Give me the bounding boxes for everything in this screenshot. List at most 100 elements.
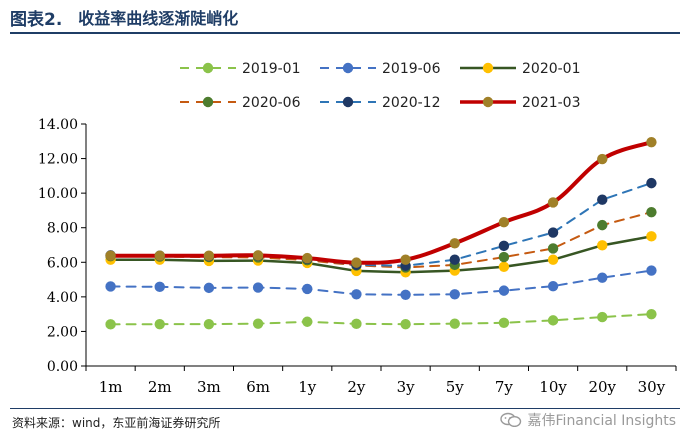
series-point — [597, 194, 608, 205]
legend-label: 2021-03 — [522, 95, 581, 111]
watermark-text: 嘉伟Financial Insights — [527, 413, 676, 429]
legend-item: 2020-12 — [320, 95, 441, 111]
legend-label: 2020-06 — [242, 95, 301, 111]
figure-header: 图表2. 收益率曲线逐渐陡峭化 — [10, 4, 238, 30]
legend-marker — [202, 96, 214, 108]
series-line — [108, 140, 654, 265]
series-point — [547, 254, 559, 265]
x-tick-label: 5y — [446, 378, 465, 396]
series-point — [547, 243, 559, 254]
series-point — [400, 318, 411, 330]
legend-marker — [482, 96, 494, 108]
legend-item: 2021-03 — [460, 95, 581, 111]
x-tick-label: 6m — [246, 378, 270, 396]
series-2021-03 — [105, 136, 657, 268]
series-point — [449, 254, 460, 265]
series-point — [498, 317, 510, 328]
series-point — [646, 308, 657, 320]
series-line — [109, 211, 653, 269]
series-point — [646, 177, 657, 189]
figure-label: 图表2. — [10, 9, 63, 30]
series-point — [105, 250, 116, 261]
series-line — [109, 182, 653, 267]
y-tick-label: 12.00 — [38, 152, 78, 168]
y-tick-label: 4.00 — [47, 290, 78, 306]
series-point — [646, 136, 657, 148]
series-point — [498, 251, 510, 263]
series-point — [547, 280, 559, 292]
series-point — [351, 318, 362, 330]
series-point — [400, 254, 411, 265]
legend-item: 2020-06 — [180, 95, 301, 111]
series-point — [449, 238, 460, 249]
legend-item: 2020-01 — [460, 61, 581, 77]
footer-rule — [10, 408, 680, 409]
series-point — [449, 289, 460, 300]
watermark: 嘉伟Financial Insights — [499, 410, 676, 430]
header-rule — [10, 32, 680, 34]
series-point — [302, 283, 313, 295]
legend-label: 2020-12 — [382, 95, 441, 111]
series-point — [203, 318, 215, 330]
series-point — [154, 281, 165, 293]
legend-item: 2019-06 — [320, 61, 441, 77]
series-point — [547, 227, 559, 238]
series-point — [252, 318, 264, 329]
x-tick-label: 2m — [148, 378, 172, 396]
x-tick-label: 3m — [197, 378, 221, 396]
legend-marker — [342, 96, 354, 108]
series-point — [597, 311, 608, 323]
series-point — [154, 250, 165, 261]
series-point — [547, 197, 559, 208]
x-tick-label: 1y — [298, 378, 317, 396]
series-point — [449, 318, 460, 329]
legend-label: 2020-01 — [522, 61, 581, 77]
wechat-icon — [499, 412, 521, 428]
series-point — [498, 216, 510, 228]
series-line — [109, 235, 653, 274]
y-tick-label: 8.00 — [47, 221, 78, 237]
y-tick-label: 2.00 — [47, 324, 78, 340]
series-point — [498, 285, 510, 296]
legend-label: 2019-01 — [242, 61, 301, 77]
x-tick-label: 1m — [99, 378, 123, 396]
series-point — [498, 240, 510, 252]
y-tick-label: 14.00 — [38, 117, 78, 133]
series-point — [105, 319, 116, 330]
series-line — [109, 313, 653, 326]
series-point — [646, 206, 657, 218]
series-line — [109, 269, 653, 296]
y-tick-label: 0.00 — [47, 359, 78, 375]
chart-axes: 0.00 2.00 4.00 6.00 8.00 10.00 12.00 14.00 1m 2m 3… — [38, 117, 677, 396]
x-tick-label: 3y — [397, 378, 416, 396]
series-point — [597, 240, 608, 251]
series-point — [646, 265, 657, 276]
series-point — [252, 282, 264, 293]
series-point — [351, 257, 362, 268]
x-tick-label: 2y — [347, 378, 366, 396]
chart-series — [105, 136, 657, 330]
series-point — [252, 250, 264, 261]
x-tick-label: 10y — [539, 378, 567, 396]
x-tick-label: 20y — [588, 378, 616, 396]
figure-title: 收益率曲线逐渐陡峭化 — [78, 9, 239, 28]
y-tick-label: 10.00 — [38, 186, 78, 202]
series-point — [597, 219, 608, 231]
chart-legend: 2019-01 2019-06 2020-01 2020-06 2020-12 2021-… — [180, 61, 581, 111]
series-point — [203, 250, 215, 261]
series-point — [351, 289, 362, 300]
x-tick-label: 7y — [495, 378, 514, 396]
series-point — [302, 252, 313, 264]
series-point — [646, 231, 657, 242]
source-note: 资料来源：wind，东亚前海证券研究所 — [12, 416, 221, 430]
legend-marker — [202, 62, 214, 74]
y-tick-label: 6.00 — [47, 255, 78, 271]
x-tick-label: 30y — [638, 378, 666, 396]
series-point — [154, 318, 165, 330]
series-2019-06 — [105, 265, 657, 300]
series-point — [547, 315, 559, 326]
legend-label: 2019-06 — [382, 61, 441, 77]
series-point — [302, 316, 313, 327]
series-point — [400, 289, 411, 300]
series-point — [498, 261, 510, 272]
